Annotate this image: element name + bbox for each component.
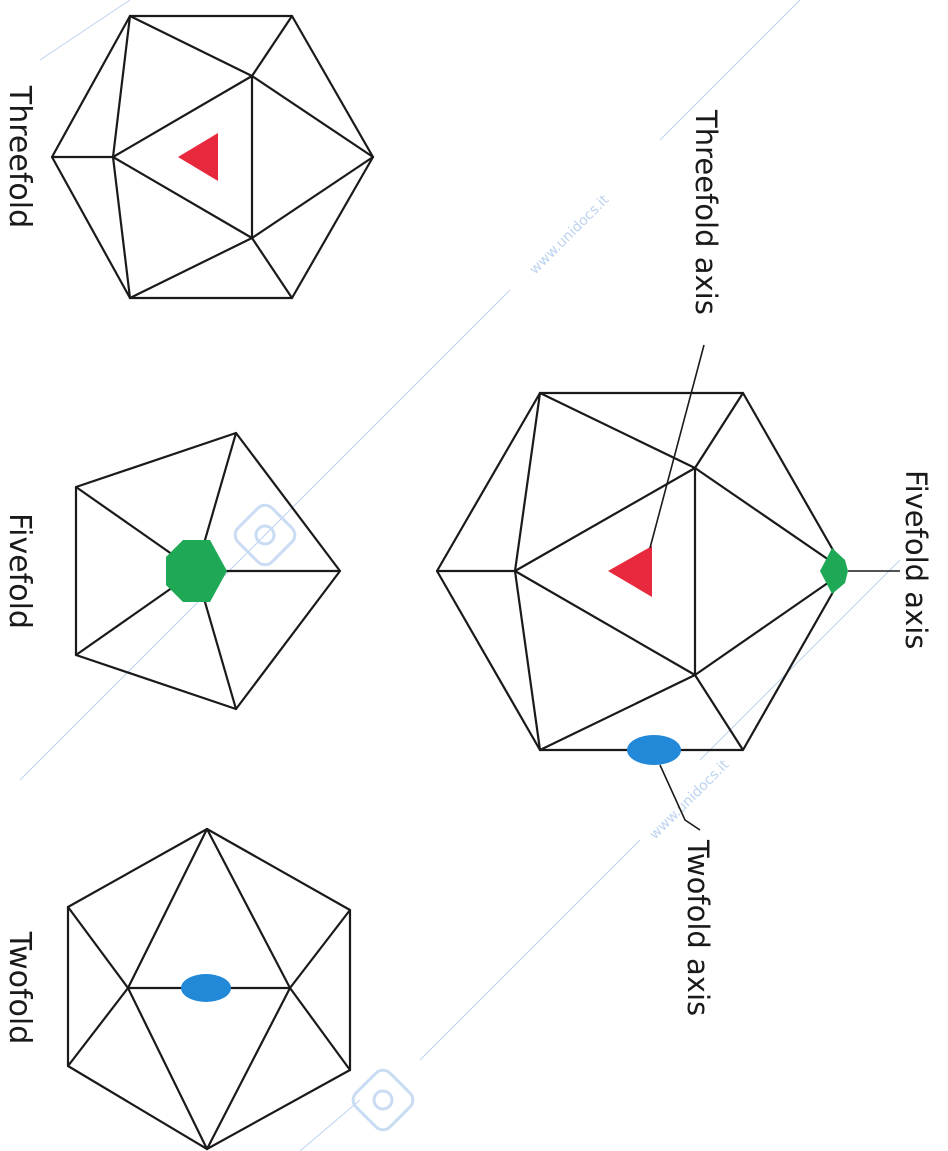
- twofold-view-label: Twofold: [2, 931, 37, 1045]
- watermark: www.unidocs.it www.unidocs.it: [19, 0, 901, 1151]
- threefold-axis-marker: [608, 546, 652, 597]
- watermark-logo-2: [351, 1068, 415, 1132]
- watermark-text-1: www.unidocs.it: [527, 192, 613, 278]
- twofold-axis-marker: [627, 735, 681, 765]
- fivefold-axis-label: Fivefold axis: [899, 470, 933, 649]
- threefold-axis-leader: [649, 344, 705, 549]
- watermark-text-2: www.unidocs.it: [647, 757, 733, 843]
- fivefold-axis-marker: [820, 548, 848, 594]
- threefold-view-label: Threefold: [2, 85, 37, 228]
- twofold-marker: [181, 974, 231, 1002]
- threefold-marker: [178, 133, 218, 181]
- labels: Threefold Fivefold Twofold Threefold axi…: [2, 85, 933, 1044]
- fivefold-view: [74, 431, 342, 711]
- twofold-axis-label: Twofold axis: [681, 839, 715, 1016]
- main-icosahedron: [435, 344, 900, 831]
- fivefold-marker: [166, 540, 227, 602]
- threefold-view: [50, 14, 375, 300]
- twofold-axis-leader: [659, 764, 701, 831]
- watermark-logo-1: [233, 503, 297, 567]
- twofold-view: [66, 827, 352, 1151]
- fivefold-view-label: Fivefold: [2, 513, 37, 629]
- threefold-axis-label: Threefold axis: [689, 109, 723, 315]
